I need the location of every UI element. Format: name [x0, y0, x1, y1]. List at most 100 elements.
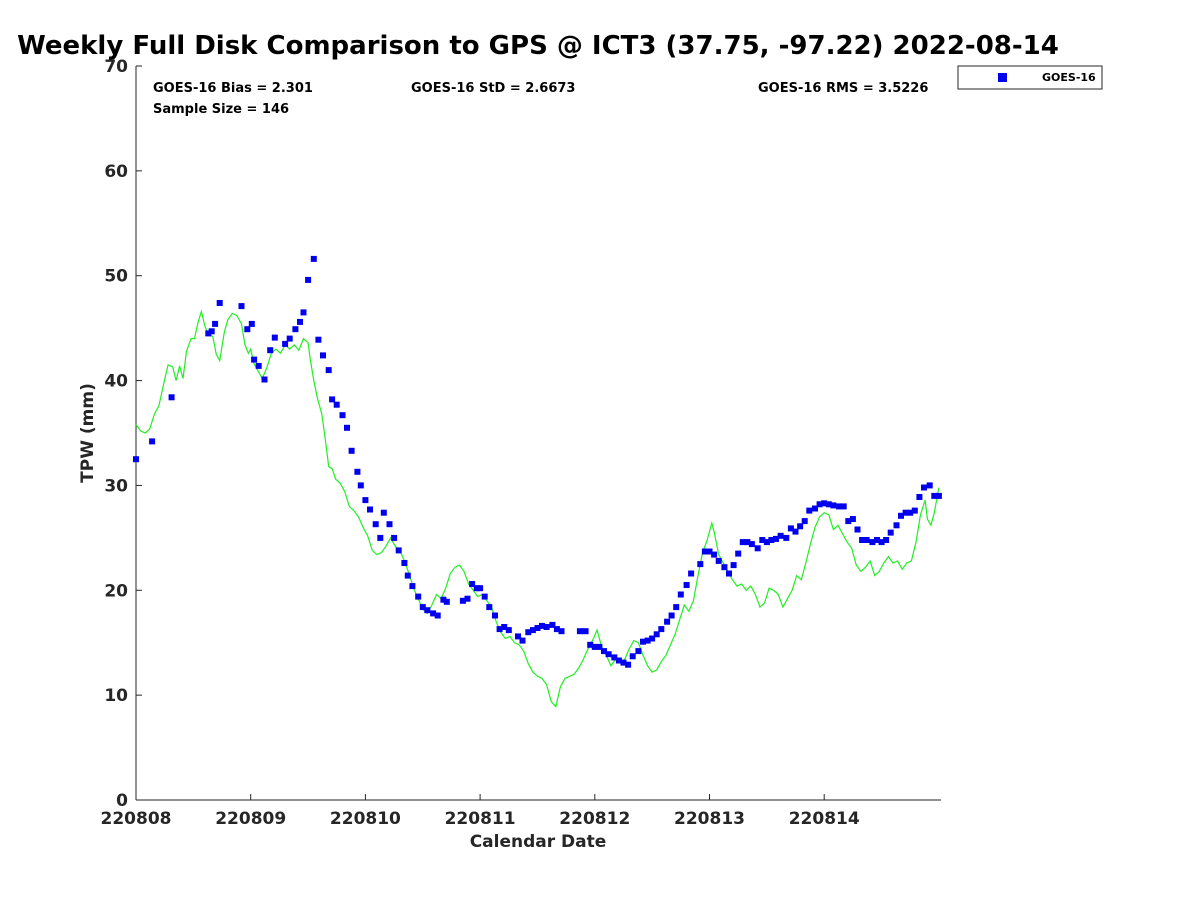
data-point [255, 362, 262, 369]
data-point [469, 581, 476, 587]
legend-marker-square [998, 73, 1007, 82]
x-ticks: 220808 220809 220810 220811 220812 220813 2208… [101, 794, 860, 829]
data-point [430, 610, 437, 617]
data-point [673, 604, 680, 611]
data-point [854, 526, 861, 533]
data-point [611, 654, 618, 661]
data-point [459, 597, 466, 604]
data-point [768, 537, 775, 543]
x-tick-label: 220813 [674, 809, 745, 829]
data-point [863, 537, 870, 543]
std-stat: GOES-16 StD = 2.6673 [411, 81, 575, 96]
data-point [419, 604, 426, 611]
data-point [615, 657, 622, 664]
data-point [344, 424, 350, 431]
data-point [849, 516, 856, 522]
data-point [558, 628, 565, 635]
data-point [658, 626, 665, 633]
data-point [305, 276, 312, 283]
data-point [591, 643, 598, 650]
data-point [372, 521, 379, 528]
data-point [806, 507, 813, 514]
data-point [282, 340, 289, 347]
data-point [688, 570, 695, 577]
y-tick-label: 70 [104, 57, 128, 77]
data-point [783, 534, 790, 541]
data-point [845, 518, 852, 525]
plot-area: 0 10 20 30 40 50 60 70 220808 220809 220810 220811… [101, 57, 942, 829]
data-point [821, 500, 828, 507]
data-point [649, 635, 656, 642]
data-point [386, 521, 393, 528]
data-point [916, 494, 923, 500]
data-point [801, 518, 808, 525]
data-point [168, 394, 175, 401]
data-point [825, 501, 832, 508]
data-point [874, 537, 880, 543]
data-point [354, 468, 361, 475]
data-point [434, 612, 441, 619]
data-point [339, 412, 346, 419]
data-point [836, 503, 843, 510]
y-tick-label: 10 [104, 686, 128, 706]
data-point [271, 334, 278, 341]
data-point [748, 541, 755, 548]
data-point [549, 621, 556, 628]
data-point [525, 629, 532, 636]
data-point [261, 376, 268, 383]
y-tick-label: 60 [104, 162, 128, 182]
data-point [534, 625, 541, 631]
data-point [931, 492, 938, 499]
data-point [409, 583, 416, 590]
data-point [739, 539, 746, 546]
data-point [251, 356, 258, 363]
data-point [415, 593, 422, 600]
data-point [677, 591, 684, 598]
data-point [362, 497, 369, 504]
data-point [773, 535, 779, 542]
data-point [840, 503, 847, 510]
data-point [887, 529, 894, 536]
data-point [325, 367, 332, 374]
data-point [921, 484, 927, 491]
data-point [935, 492, 942, 499]
data-point [620, 659, 627, 666]
y-tick-label: 40 [104, 372, 128, 392]
data-point [320, 352, 326, 359]
data-point [907, 509, 914, 516]
data-point [377, 534, 384, 541]
data-point [926, 482, 933, 489]
data-point [238, 303, 245, 310]
data-point [605, 651, 612, 658]
data-point [816, 501, 823, 508]
data-point [683, 582, 690, 588]
data-point [635, 648, 642, 655]
x-tick-label: 220810 [330, 809, 401, 829]
data-point [706, 548, 713, 555]
data-point [859, 537, 866, 543]
data-point [830, 502, 837, 509]
x-tick-label: 220812 [559, 809, 630, 829]
data-point [629, 653, 636, 660]
data-point [486, 604, 493, 611]
data-point [721, 564, 728, 571]
data-point [553, 626, 560, 633]
data-point [395, 547, 402, 554]
data-point [883, 537, 890, 543]
data-point [664, 618, 671, 625]
data-point [216, 300, 223, 306]
data-point [715, 557, 722, 564]
data-point [787, 525, 794, 532]
data-point [759, 537, 766, 543]
data-point [477, 585, 484, 592]
data-point [754, 545, 761, 552]
data-point [286, 335, 293, 342]
data-point [391, 534, 398, 541]
data-point [492, 612, 498, 619]
data-point [730, 562, 737, 569]
legend-label: GOES-16 [1042, 71, 1096, 84]
data-point [424, 607, 431, 614]
rms-stat: GOES-16 RMS = 3.5226 [758, 81, 928, 96]
x-tick-label: 220809 [215, 809, 286, 829]
data-point [697, 561, 704, 568]
